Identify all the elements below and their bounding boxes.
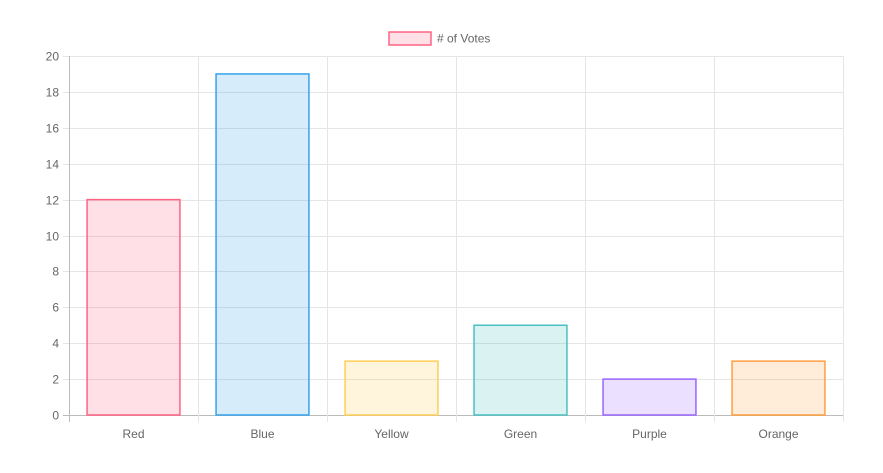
legend[interactable]: # of Votes bbox=[388, 31, 490, 46]
bars bbox=[86, 73, 826, 416]
bar-green bbox=[473, 324, 568, 416]
y-tick-label: 4 bbox=[52, 337, 59, 351]
x-tick-label: Purple bbox=[632, 427, 667, 441]
y-tick-label: 20 bbox=[46, 50, 60, 64]
bar-orange bbox=[731, 360, 826, 416]
x-tick-label: Red bbox=[122, 427, 144, 441]
y-axis-ticks: 0 2 4 6 8 10 12 14 16 18 20 bbox=[46, 50, 60, 423]
bar-purple bbox=[602, 378, 697, 416]
y-tick-label: 10 bbox=[46, 230, 60, 244]
x-axis-ticks: Red Blue Yellow Green Purple Orange bbox=[122, 427, 798, 441]
bar-yellow bbox=[344, 360, 439, 416]
x-tick-label: Blue bbox=[250, 427, 274, 441]
y-tick-label: 0 bbox=[52, 409, 59, 423]
y-tick-label: 18 bbox=[46, 86, 60, 100]
y-tick-label: 12 bbox=[46, 194, 60, 208]
y-tick-label: 6 bbox=[52, 301, 59, 315]
y-tick-label: 8 bbox=[52, 265, 59, 279]
grid-lines bbox=[63, 56, 844, 422]
legend-swatch[interactable] bbox=[388, 31, 432, 46]
y-tick-label: 16 bbox=[46, 122, 60, 136]
y-tick-label: 14 bbox=[46, 158, 60, 172]
legend-label[interactable]: # of Votes bbox=[437, 32, 490, 46]
x-tick-label: Green bbox=[504, 427, 537, 441]
bar-red bbox=[86, 198, 181, 416]
bar-blue bbox=[215, 73, 310, 416]
x-tick-label: Yellow bbox=[374, 427, 409, 441]
x-tick-label: Orange bbox=[758, 427, 798, 441]
y-tick-label: 2 bbox=[52, 373, 59, 387]
